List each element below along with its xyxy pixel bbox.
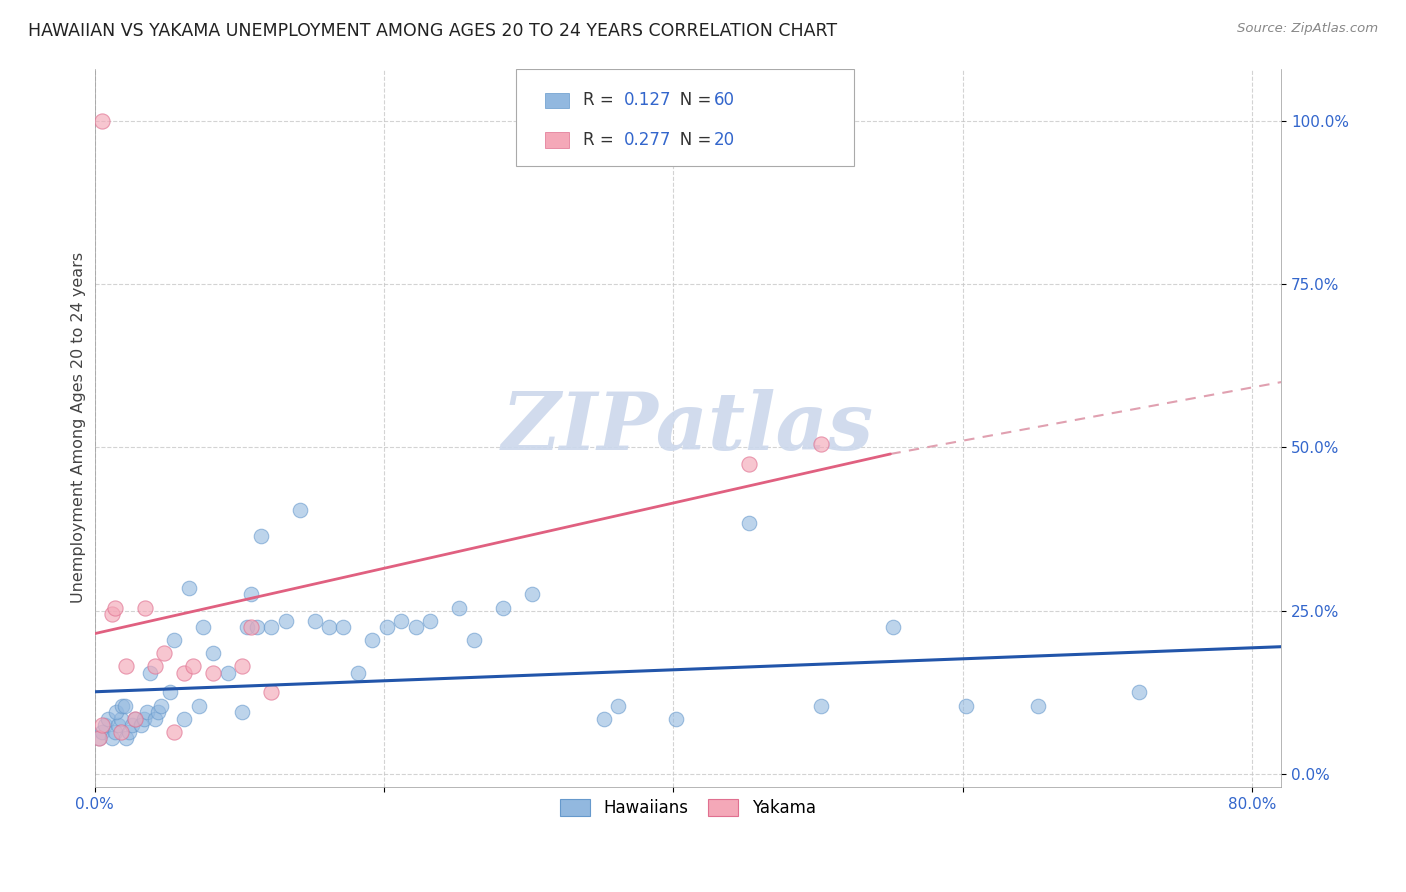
Point [250,528,273,542]
Point [235,620,257,634]
Point [118,724,141,739]
Point [87,731,110,746]
Bar [546,93,569,109]
Point [132,712,155,726]
Point [93,718,115,732]
Point [191,620,214,634]
Point [134,600,156,615]
Point [955,698,977,713]
Point [163,724,186,739]
Point [239,587,262,601]
Point [114,698,136,713]
Point [159,685,181,699]
Y-axis label: Unemployment Among Ages 20 to 24 years: Unemployment Among Ages 20 to 24 years [72,252,86,603]
Point [110,712,132,726]
Point [1128,685,1150,699]
Point [737,457,759,471]
Point [138,665,160,680]
Point [173,712,195,726]
Point [104,600,127,615]
Text: ZIPatlas: ZIPatlas [502,389,875,467]
Point [405,620,427,634]
Point [90,724,112,739]
Point [231,659,253,673]
Point [124,712,146,726]
Point [810,698,832,713]
Point [491,600,513,615]
Point [143,712,166,726]
Text: N =: N = [664,131,717,149]
Point [260,685,283,699]
Point [882,620,904,634]
Point [288,502,311,516]
Point [110,724,132,739]
Point [105,705,128,719]
Text: N =: N = [664,92,717,110]
Point [231,705,253,719]
Point [389,614,412,628]
Point [90,113,112,128]
Point [260,620,283,634]
Point [101,607,124,621]
Point [177,581,200,595]
Bar [546,132,569,148]
Point [143,659,166,673]
Point [115,731,138,746]
Point [332,620,354,634]
Point [187,698,209,713]
Point [148,705,170,719]
Point [97,712,120,726]
Point [375,620,398,634]
Point [87,731,110,746]
Point [318,620,340,634]
Point [104,724,127,739]
Point [217,665,239,680]
Point [101,731,124,746]
Point [593,712,616,726]
Text: HAWAIIAN VS YAKAMA UNEMPLOYMENT AMONG AGES 20 TO 24 YEARS CORRELATION CHART: HAWAIIAN VS YAKAMA UNEMPLOYMENT AMONG AG… [28,22,837,40]
Point [239,620,262,634]
Point [163,633,186,648]
Text: 0.277: 0.277 [623,131,671,149]
Point [121,718,143,732]
Point [520,587,543,601]
Text: R =: R = [583,92,619,110]
Text: 0.127: 0.127 [623,92,671,110]
Point [607,698,630,713]
Point [463,633,485,648]
Point [810,437,832,451]
Point [115,659,138,673]
Point [135,705,157,719]
Point [173,665,195,680]
Point [202,646,225,660]
Point [124,712,146,726]
Legend: Hawaiians, Yakama: Hawaiians, Yakama [551,790,824,826]
Point [153,646,176,660]
Text: 60: 60 [714,92,735,110]
Point [129,718,152,732]
Point [361,633,384,648]
Text: Source: ZipAtlas.com: Source: ZipAtlas.com [1237,22,1378,36]
Text: 20: 20 [714,131,735,149]
Point [181,659,204,673]
Point [111,698,134,713]
Point [419,614,441,628]
Point [347,665,370,680]
Point [304,614,326,628]
Point [665,712,688,726]
Point [246,620,269,634]
Point [107,718,129,732]
FancyBboxPatch shape [516,69,853,166]
Point [1026,698,1049,713]
Text: R =: R = [583,131,619,149]
Point [150,698,173,713]
Point [202,665,225,680]
Point [274,614,297,628]
Point [449,600,471,615]
Point [90,718,112,732]
Point [737,516,759,530]
